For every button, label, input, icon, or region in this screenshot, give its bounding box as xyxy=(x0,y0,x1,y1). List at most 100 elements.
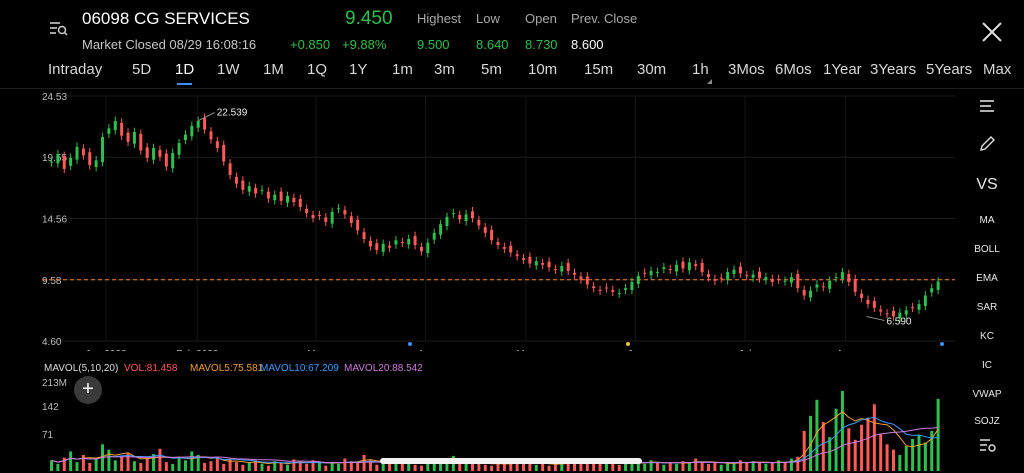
candle-body xyxy=(234,176,238,184)
candle-body xyxy=(675,264,679,272)
indicator-sar[interactable]: SAR xyxy=(976,302,998,313)
tab-30min[interactable]: 30m xyxy=(637,61,667,78)
volume-bar xyxy=(834,408,838,471)
volume-bar xyxy=(477,462,481,471)
volume-bar xyxy=(522,461,526,471)
menu-search-icon[interactable] xyxy=(48,18,68,38)
candle-body xyxy=(611,289,615,292)
indicator-kc[interactable]: KC xyxy=(980,331,994,342)
candle-body xyxy=(598,289,602,291)
candle-body xyxy=(796,274,800,289)
candle-body xyxy=(904,310,908,315)
volume-y-label: 71 xyxy=(42,430,54,441)
event-dot xyxy=(940,342,944,346)
candle-body xyxy=(700,262,704,273)
indicator-sojz[interactable]: SOJZ xyxy=(974,416,1000,426)
home-indicator[interactable] xyxy=(380,458,642,464)
candle-body xyxy=(407,238,411,245)
volume-bar xyxy=(94,458,98,471)
tab-3min[interactable]: 3m xyxy=(434,61,455,78)
candle-body xyxy=(470,211,474,219)
candle-body xyxy=(113,120,117,131)
tab-10min[interactable]: 10m xyxy=(528,61,558,78)
tab-5d[interactable]: 5D xyxy=(132,61,152,78)
indicator-vwap[interactable]: VWAP xyxy=(972,389,1002,400)
candle-body xyxy=(483,227,487,233)
tab-intraday[interactable]: Intraday xyxy=(48,61,103,78)
volume-bar xyxy=(470,461,474,471)
candle-body xyxy=(286,195,290,203)
indicator-list-icon[interactable] xyxy=(963,98,1011,120)
y-tick-label: 9.58 xyxy=(42,276,62,287)
candle-body xyxy=(834,277,838,279)
volume-bar xyxy=(509,462,513,471)
candle-body xyxy=(898,312,902,319)
volume-bar xyxy=(860,424,864,471)
mavol20-value: MAVOL20:88.542 xyxy=(344,363,423,374)
candle-body xyxy=(585,276,589,285)
interval-dropdown-icon[interactable] xyxy=(707,79,712,84)
candle-body xyxy=(719,277,723,279)
candle-body xyxy=(94,160,98,168)
indicator-ic[interactable]: IC xyxy=(982,360,992,371)
pencil-icon[interactable] xyxy=(963,135,1011,157)
price-chart[interactable]: 24.53 19.55 14.56 9.58 4.60 Jan 2023 Feb 2023 M… xyxy=(0,89,960,351)
volume-bar xyxy=(541,462,545,471)
indicator-settings-icon[interactable] xyxy=(963,436,1011,456)
volume-bar xyxy=(407,461,411,471)
annotation-leader xyxy=(198,112,215,121)
volume-bar xyxy=(266,465,270,471)
high-annotation: 22.539 xyxy=(217,107,248,118)
candle-body xyxy=(789,277,793,283)
tab-5min[interactable]: 5m xyxy=(481,61,502,78)
candle-body xyxy=(254,187,258,194)
candle-body xyxy=(101,136,105,163)
candle-body xyxy=(668,269,672,271)
volume-bar xyxy=(490,465,494,471)
tab-1year[interactable]: 1Year xyxy=(823,61,862,78)
volume-bar xyxy=(317,462,321,471)
tab-6mos[interactable]: 6Mos xyxy=(775,61,812,78)
tab-1m-month[interactable]: 1M xyxy=(263,61,284,78)
candle-body xyxy=(196,120,200,128)
volume-chart[interactable]: 213M 142 71 xyxy=(0,376,960,473)
volume-bar xyxy=(515,460,519,471)
volume-bar xyxy=(853,439,857,471)
tab-1q[interactable]: 1Q xyxy=(307,61,328,78)
volume-bar xyxy=(758,462,762,471)
volume-bar xyxy=(215,458,219,471)
add-indicator-button[interactable]: + xyxy=(74,376,102,404)
volume-bar xyxy=(343,458,347,471)
tab-max[interactable]: Max xyxy=(983,61,1012,78)
volume-bar xyxy=(164,462,168,471)
indicator-ema[interactable]: EMA xyxy=(976,273,998,284)
candle-body xyxy=(439,224,443,235)
candle-body xyxy=(713,278,717,281)
indicator-boll[interactable]: BOLL xyxy=(974,244,1000,255)
indicator-ma[interactable]: MA xyxy=(979,215,995,226)
candle-body xyxy=(496,242,500,246)
candle-body xyxy=(56,154,60,164)
volume-bar xyxy=(579,463,583,471)
volume-bar xyxy=(241,464,245,471)
tab-1w[interactable]: 1W xyxy=(217,61,240,78)
candle-body xyxy=(190,125,194,137)
volume-bar xyxy=(560,462,564,471)
candle-body xyxy=(419,246,423,252)
candle-body xyxy=(879,309,883,312)
tab-3mos[interactable]: 3Mos xyxy=(728,61,765,78)
price-change: +0.850 xyxy=(290,37,331,52)
volume-bar xyxy=(356,462,360,471)
compare-vs-button[interactable]: VS xyxy=(976,176,998,193)
tab-1y[interactable]: 1Y xyxy=(349,61,368,78)
tab-3years[interactable]: 3Years xyxy=(870,61,917,78)
close-icon[interactable] xyxy=(980,20,1004,44)
tab-1h[interactable]: 1h xyxy=(692,61,709,78)
tab-1d[interactable]: 1D xyxy=(175,61,195,78)
tab-15min[interactable]: 15m xyxy=(584,61,614,78)
tab-1min[interactable]: 1m xyxy=(392,61,413,78)
volume-bar xyxy=(254,460,258,471)
tab-5years[interactable]: 5Years xyxy=(926,61,973,78)
candle-body xyxy=(655,272,659,274)
volume-bar xyxy=(228,459,232,471)
